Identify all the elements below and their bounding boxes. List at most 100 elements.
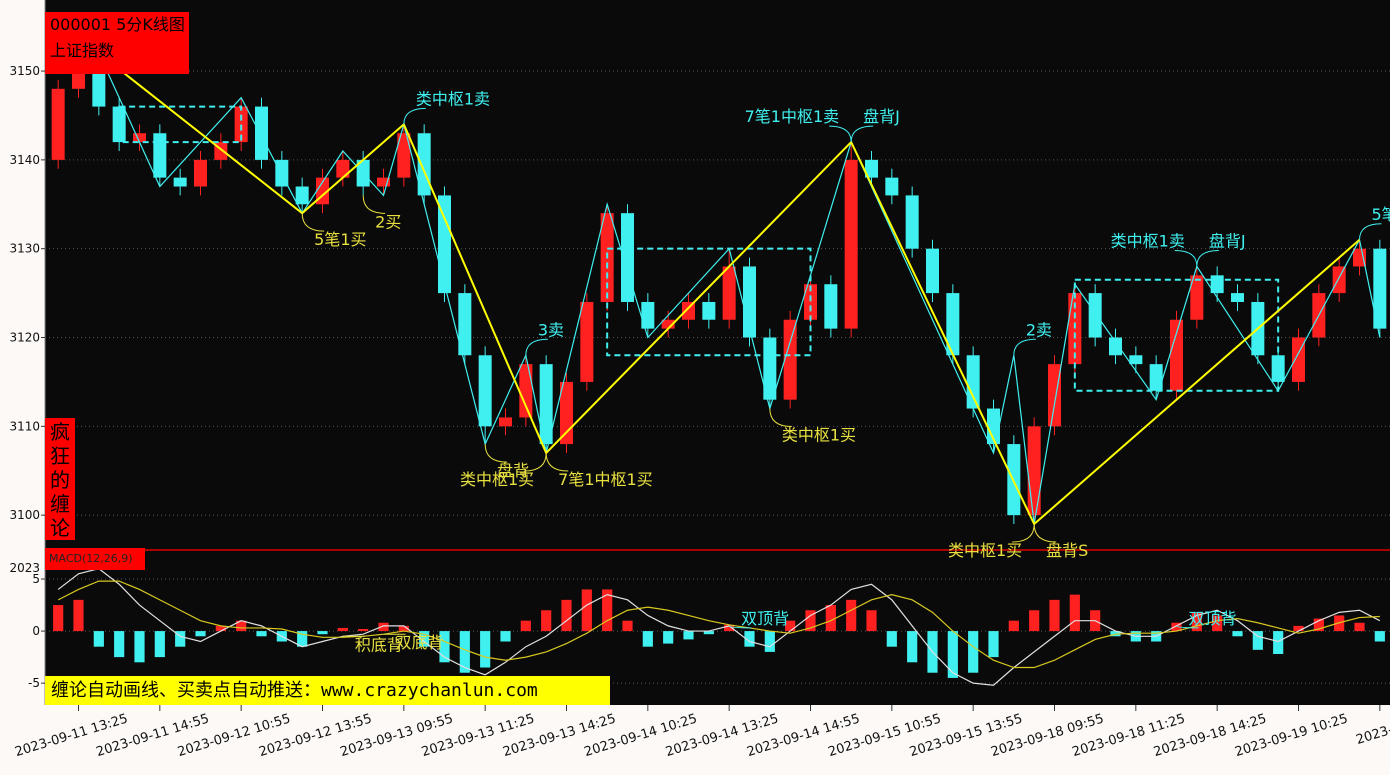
macd-bar	[1008, 620, 1019, 632]
macd-bar	[256, 631, 267, 637]
title-box: 000001 5分K线图 上证指数	[45, 12, 189, 74]
macd-bar	[663, 631, 674, 644]
candle-body	[1068, 293, 1082, 365]
annotation-arrow	[403, 107, 426, 125]
macd-bar	[358, 629, 369, 632]
annotation-label: 积底背	[355, 635, 403, 654]
corner-label: 2023	[9, 561, 40, 575]
macd-bar	[459, 631, 470, 673]
annotation-label: 类中枢1买	[948, 541, 1022, 560]
annotation-label: 2买	[375, 212, 401, 231]
macd-bar	[968, 631, 979, 673]
macd-bar	[907, 631, 918, 663]
chart-title: 000001 5分K线图	[50, 15, 185, 34]
annotation-arrow	[362, 195, 386, 214]
macd-bar	[337, 627, 348, 632]
macd-bar	[602, 589, 613, 632]
annotation-label: 盘背S	[1046, 541, 1088, 560]
macd-bar	[886, 631, 897, 647]
macd-bar	[236, 620, 247, 632]
candle-body	[763, 337, 777, 400]
annotation-arrow	[1359, 223, 1382, 240]
candle-body	[783, 319, 797, 400]
macd-bar	[1029, 610, 1040, 632]
footnote-banner: 缠论自动画线、买卖点自动推送：www.crazychanlun.com	[45, 676, 610, 705]
annotation-label: 盘背	[497, 461, 529, 480]
candle-body	[1190, 275, 1204, 320]
candle-body	[1169, 319, 1184, 391]
side-label: 疯狂的缠论	[45, 418, 75, 540]
annotation-label: 2卖	[1026, 320, 1052, 339]
pivot-box	[118, 105, 243, 144]
macd-bar	[419, 631, 430, 647]
macd-bar	[1252, 631, 1263, 650]
pivot-box	[1073, 278, 1280, 392]
candle-body	[1332, 266, 1346, 294]
macd-bar	[1313, 618, 1324, 632]
macd-bar	[175, 631, 186, 647]
macd-bar	[1273, 631, 1284, 654]
macd-bar	[1293, 625, 1304, 632]
candle-body	[295, 186, 309, 205]
annotation-label: 盘背J	[863, 107, 900, 126]
macd-bar	[805, 610, 816, 632]
candle-body	[722, 266, 736, 320]
candle-body	[1129, 355, 1143, 365]
candle-body	[885, 177, 899, 196]
y-tick-label: 3150	[9, 64, 40, 78]
candle-body	[51, 88, 65, 160]
macd-bar	[500, 631, 511, 642]
candle-body	[254, 106, 269, 160]
candle-body	[1149, 364, 1163, 391]
annotation-arrow	[1013, 338, 1036, 356]
annotation-arrow	[525, 338, 548, 356]
macd-line	[57, 567, 1381, 686]
candle-body	[71, 71, 86, 89]
candle-body	[661, 319, 675, 329]
macd-bar	[114, 631, 125, 658]
annotation-arrow	[524, 452, 547, 472]
macd-bar	[378, 622, 389, 632]
annotation-label: 7笔1中枢1卖	[745, 107, 840, 126]
candle-body	[864, 159, 879, 178]
macd-bar	[439, 631, 450, 663]
candle-body	[844, 159, 858, 329]
chart-subtitle: 上证指数	[50, 41, 115, 60]
annotation-arrow	[829, 125, 852, 143]
macd-bar	[195, 631, 206, 637]
candle-body	[580, 301, 594, 382]
macd-bar	[1374, 631, 1385, 642]
annotation-label: 类中枢1卖	[1111, 231, 1185, 250]
macd-bar	[866, 610, 877, 632]
macd-bar	[1212, 615, 1223, 632]
y-tick-label: 3120	[9, 331, 40, 345]
macd-bar	[134, 631, 145, 663]
macd-bar	[1049, 599, 1060, 632]
candle-body	[1373, 248, 1387, 329]
candle-body	[336, 159, 350, 178]
annotation-label: 5笔1买	[314, 230, 366, 249]
macd-bar	[561, 599, 572, 632]
y-tick-label: 3110	[9, 419, 40, 433]
macd-bar	[1171, 622, 1182, 632]
candle-body	[946, 293, 960, 356]
candle-body	[112, 106, 126, 143]
candle-body	[702, 301, 716, 320]
macd-bar	[1191, 612, 1202, 632]
annotation-label: 双顶背	[741, 609, 789, 628]
macd-bar	[398, 625, 409, 632]
candle-body	[173, 177, 187, 187]
macd-bar	[1069, 594, 1080, 632]
macd-bar	[947, 631, 958, 678]
macd-bar	[480, 631, 491, 668]
y-tick-label: 5	[32, 572, 40, 586]
y-tick-label: 3140	[9, 153, 40, 167]
annotation-label: 类中枢1卖	[416, 89, 490, 108]
plot-background	[45, 0, 1390, 705]
y-tick-label: 0	[32, 624, 40, 638]
annotation-arrow	[1012, 524, 1035, 543]
candle-body	[132, 133, 147, 143]
candle-body	[1230, 293, 1245, 302]
